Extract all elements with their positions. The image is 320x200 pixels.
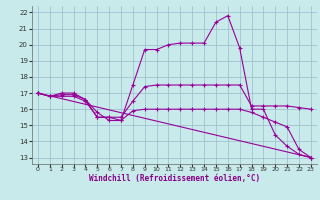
- X-axis label: Windchill (Refroidissement éolien,°C): Windchill (Refroidissement éolien,°C): [89, 174, 260, 183]
